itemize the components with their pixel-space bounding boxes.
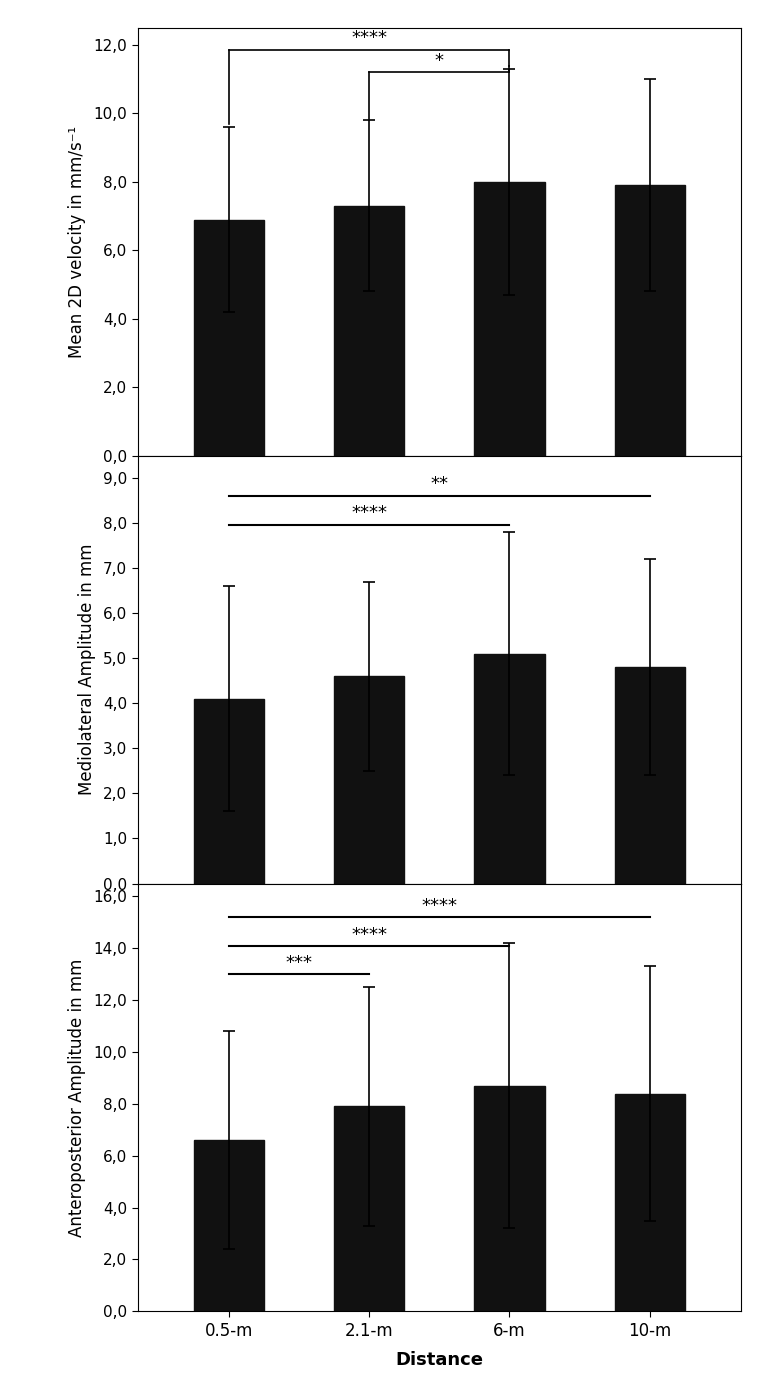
Bar: [193, 699, 264, 883]
X-axis label: Distance: Distance: [395, 1350, 484, 1368]
Y-axis label: Mean 2D velocity in mm/s⁻¹: Mean 2D velocity in mm/s⁻¹: [69, 126, 86, 359]
Bar: [474, 181, 545, 456]
Text: ****: ****: [351, 29, 387, 47]
Bar: [334, 1106, 404, 1311]
Text: ****: ****: [351, 926, 387, 943]
Text: ***: ***: [286, 954, 312, 972]
Bar: [615, 1094, 685, 1311]
Bar: [615, 186, 685, 456]
Bar: [474, 654, 545, 883]
Text: ****: ****: [351, 504, 387, 522]
Y-axis label: Anteroposterior Amplitude in mm: Anteroposterior Amplitude in mm: [68, 958, 86, 1236]
Bar: [615, 667, 685, 883]
Text: *: *: [435, 52, 444, 70]
Bar: [334, 206, 404, 456]
Bar: [474, 1085, 545, 1311]
Y-axis label: Mediolateral Amplitude in mm: Mediolateral Amplitude in mm: [78, 544, 96, 795]
Bar: [193, 219, 264, 456]
Bar: [334, 677, 404, 883]
Bar: [193, 1140, 264, 1311]
Text: ****: ****: [421, 897, 458, 915]
Text: **: **: [430, 474, 448, 492]
